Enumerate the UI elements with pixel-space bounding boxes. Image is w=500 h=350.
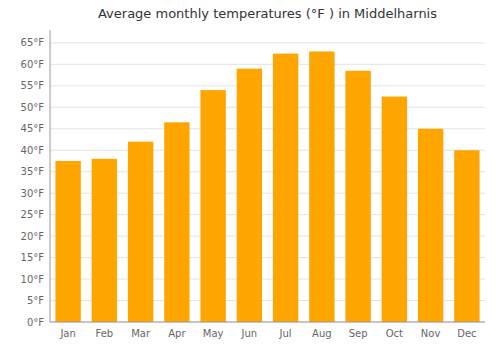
x-tick-label: Jan bbox=[59, 328, 75, 339]
bar bbox=[200, 90, 225, 322]
y-tick-label: 15°F bbox=[21, 252, 45, 263]
bar bbox=[92, 159, 117, 322]
bar bbox=[273, 54, 298, 322]
x-tick-label: Dec bbox=[457, 328, 476, 339]
y-tick-label: 35°F bbox=[21, 166, 45, 177]
y-tick-label: 20°F bbox=[21, 231, 45, 242]
x-axis: Jan Feb Mar Apr May Jun Jul Aug Sep Oct Nov Dec bbox=[50, 322, 485, 339]
bar bbox=[164, 122, 189, 322]
bar bbox=[309, 51, 334, 322]
grid-line bbox=[50, 85, 485, 86]
grid-line bbox=[50, 107, 485, 108]
chart: Average monthly temperatures (°F ) in Mi… bbox=[0, 0, 500, 350]
y-tick-label: 55°F bbox=[21, 80, 45, 91]
y-tick-label: 10°F bbox=[21, 274, 45, 285]
y-tick-label: 60°F bbox=[21, 59, 45, 70]
grid-line bbox=[50, 64, 485, 65]
x-tick-label: Mar bbox=[131, 328, 151, 339]
bar bbox=[55, 161, 80, 322]
y-tick-label: 0°F bbox=[27, 317, 44, 328]
x-tick-label: Feb bbox=[96, 328, 114, 339]
y-tick-label: 65°F bbox=[21, 37, 45, 48]
x-tick-label: Sep bbox=[349, 328, 368, 339]
x-tick-label: Jun bbox=[241, 328, 258, 339]
x-axis-line bbox=[50, 322, 485, 323]
x-tick-label: Apr bbox=[168, 328, 186, 339]
bar bbox=[418, 129, 443, 322]
bars bbox=[55, 51, 479, 322]
x-tick-label: Aug bbox=[312, 328, 332, 339]
grid-line bbox=[50, 42, 485, 43]
y-tick-label: 50°F bbox=[21, 102, 45, 113]
x-tick-label: Nov bbox=[421, 328, 441, 339]
bar bbox=[237, 69, 262, 322]
grid-line bbox=[50, 322, 485, 323]
y-axis: 0°F 5°F 10°F 15°F 20°F 25°F 30°F 35°F 40°F 45°F 50… bbox=[21, 30, 50, 328]
bar bbox=[454, 150, 479, 322]
y-tick-label: 30°F bbox=[21, 188, 45, 199]
x-tick-label: May bbox=[203, 328, 224, 339]
x-tick-label: Oct bbox=[386, 328, 403, 339]
title: Average monthly temperatures (°F ) in Mi… bbox=[98, 6, 437, 21]
bar bbox=[382, 97, 407, 322]
grid bbox=[50, 43, 485, 322]
y-tick-label: 45°F bbox=[21, 123, 45, 134]
bar bbox=[345, 71, 370, 322]
y-tick-label: 25°F bbox=[21, 209, 45, 220]
y-tick-label: 40°F bbox=[21, 145, 45, 156]
y-axis-line bbox=[50, 30, 51, 322]
chart-container: Average monthly temperatures (°F ) in Mi… bbox=[0, 0, 500, 350]
bar bbox=[128, 142, 153, 322]
x-tick-label: Jul bbox=[279, 328, 292, 339]
y-tick-label: 5°F bbox=[27, 295, 44, 306]
